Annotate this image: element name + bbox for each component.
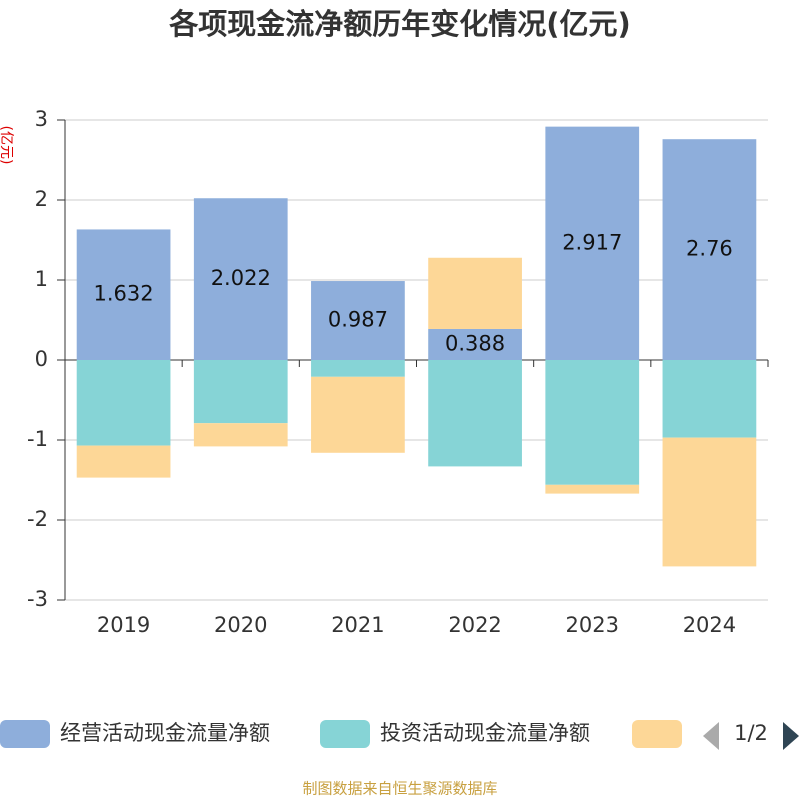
bar (428, 257, 522, 329)
legend-swatch (320, 720, 370, 748)
y-tick-label: -1 (27, 427, 48, 451)
y-axis-label: (亿元) (0, 126, 14, 165)
legend-page: 1/2 (734, 721, 768, 745)
chart-title: 各项现金流净额历年变化情况(亿元) (168, 7, 631, 41)
x-tick-label: 2021 (331, 613, 384, 637)
y-tick-label: -3 (27, 587, 48, 611)
legend-label: 投资活动现金流量净额 (380, 721, 590, 745)
x-tick-label: 2020 (214, 613, 267, 637)
x-tick-label: 2023 (566, 613, 619, 637)
bar (662, 437, 757, 567)
legend-swatch (0, 720, 50, 748)
legend-label: 经营活动现金流量净额 (60, 721, 270, 745)
y-tick-label: 2 (35, 187, 48, 211)
bar (428, 360, 522, 467)
bar (76, 360, 171, 446)
legend-prev[interactable] (703, 722, 719, 750)
data-label: 0.388 (445, 331, 505, 355)
y-tick-label: 1 (35, 267, 48, 291)
bar (193, 360, 288, 424)
bar (193, 198, 288, 360)
bar (311, 376, 405, 453)
x-tick-label: 2024 (683, 613, 736, 637)
bar (311, 360, 405, 377)
bar (545, 126, 640, 360)
bar (311, 281, 405, 360)
source-note: 制图数据来自恒生聚源数据库 (302, 780, 497, 798)
y-tick-label: -2 (27, 507, 48, 531)
bar (76, 445, 171, 478)
data-label: 2.022 (211, 266, 271, 290)
bar (662, 139, 757, 360)
data-label: 1.632 (94, 282, 154, 306)
bar (545, 360, 640, 485)
y-tick-label: 0 (35, 347, 48, 371)
data-label: 2.917 (562, 230, 622, 254)
data-label: 2.76 (686, 237, 733, 261)
legend-swatch (632, 720, 682, 748)
x-tick-label: 2022 (448, 613, 501, 637)
bar (545, 484, 640, 494)
bar (662, 360, 757, 438)
x-tick-label: 2019 (97, 613, 150, 637)
bar (76, 229, 171, 360)
bar (428, 328, 522, 360)
y-tick-label: 3 (35, 107, 48, 131)
legend-next[interactable] (783, 722, 799, 750)
data-label: 0.987 (328, 308, 388, 332)
bar (193, 423, 288, 447)
